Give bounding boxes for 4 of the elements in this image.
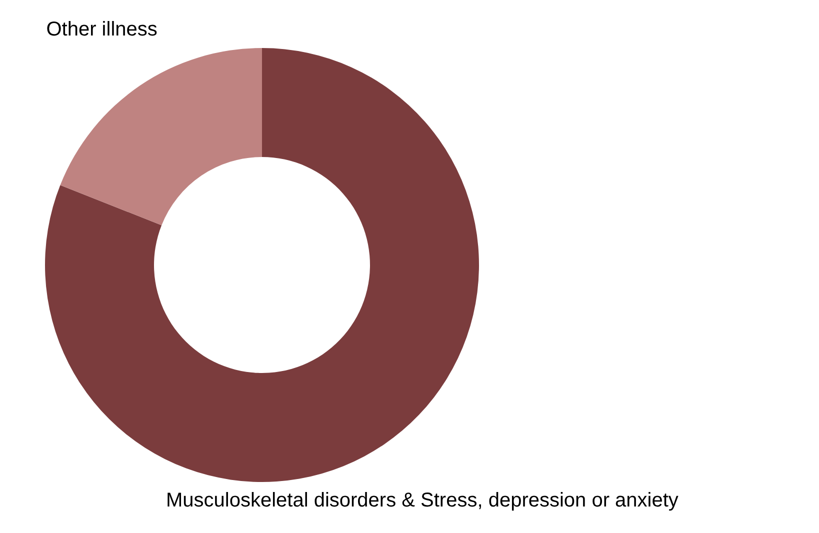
donut-slice — [45, 48, 479, 482]
donut-slice — [60, 48, 262, 226]
slice-label: Other illness — [46, 18, 158, 40]
slice-label: Musculoskeletal disorders & Stress, depression or anxiety — [166, 490, 678, 512]
